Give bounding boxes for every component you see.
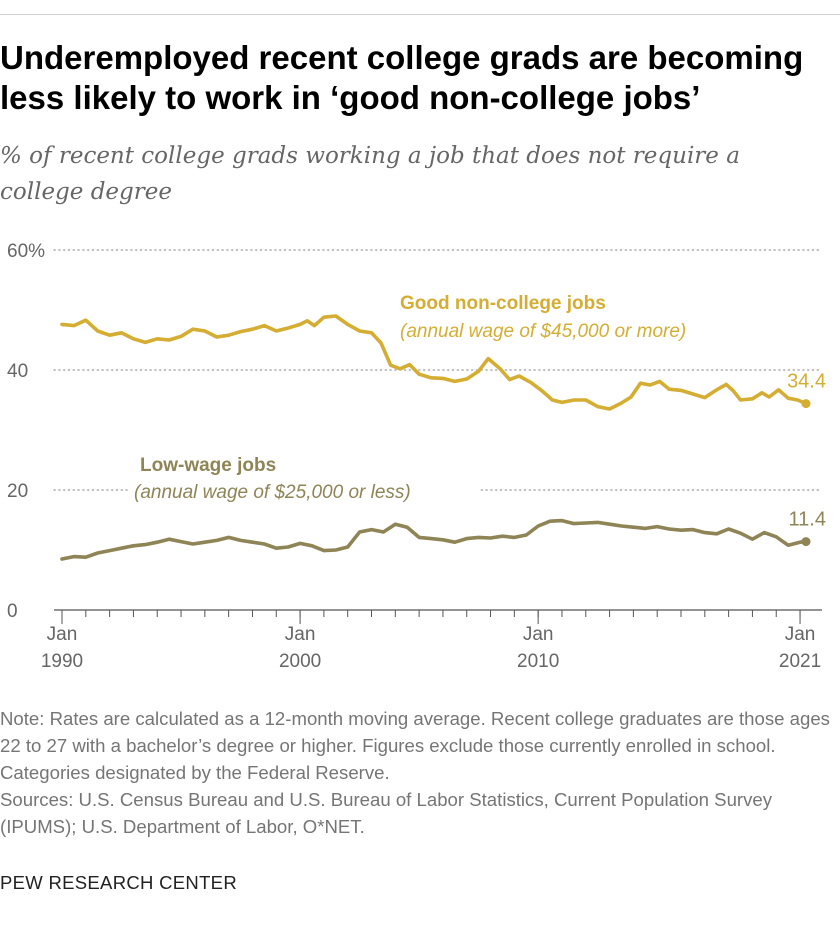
- end-value-label: 34.4: [787, 371, 826, 393]
- series-line-good-jobs: [60, 314, 808, 411]
- series-line-low-wage: [60, 518, 808, 561]
- x-tick-year: 2010: [517, 651, 559, 672]
- series-lines: [60, 314, 811, 561]
- series-name-low-wage: Low-wage jobs: [140, 455, 276, 476]
- series-note-good-jobs: (annual wage of $45,000 or more): [400, 321, 686, 342]
- x-tick-year: 1990: [41, 651, 83, 672]
- x-tick-year: 2021: [779, 651, 821, 672]
- x-tick-month: Jan: [285, 624, 316, 645]
- y-tick-label: 40: [7, 361, 28, 382]
- series-end-marker: [801, 537, 811, 547]
- note-text: Note: Rates are calculated as a 12-month…: [0, 708, 830, 783]
- line-chart: 0 20 40 60% Jan 1990 Jan 2000 Jan 2010 Jan 2021 34.…: [7, 241, 826, 672]
- chart-notes: Note: Rates are calculated as a 12-month…: [0, 705, 840, 840]
- axis-ticks: 0 20 40 60% Jan 1990 Jan 2000 Jan 2010 Jan 2021: [7, 241, 821, 672]
- y-tick-label: 60%: [7, 241, 45, 262]
- end-value-label: 11.4: [789, 509, 826, 531]
- x-tick-month: Jan: [785, 624, 816, 645]
- x-tick-month: Jan: [47, 624, 78, 645]
- label-backing: [130, 477, 480, 501]
- series-end-marker: [801, 399, 811, 409]
- series-name-good-jobs: Good non-college jobs: [400, 293, 606, 314]
- source-org: PEW RESEARCH CENTER: [0, 872, 237, 893]
- top-rule: [0, 14, 840, 15]
- y-tick-label: 0: [7, 601, 18, 622]
- sources-text: Sources: U.S. Census Bureau and U.S. Bur…: [0, 789, 773, 837]
- x-tick-month: Jan: [523, 624, 554, 645]
- chart-subtitle: % of recent college grads working a job …: [0, 143, 740, 205]
- series-note-low-wage: (annual wage of $25,000 or less): [134, 482, 411, 503]
- y-tick-label: 20: [7, 481, 28, 502]
- x-tick-year: 2000: [279, 651, 321, 672]
- chart-title: Underemployed recent college grads are b…: [0, 39, 804, 116]
- series-labels: 34.4 11.4 Good non-college jobs (annual wag…: [130, 293, 826, 531]
